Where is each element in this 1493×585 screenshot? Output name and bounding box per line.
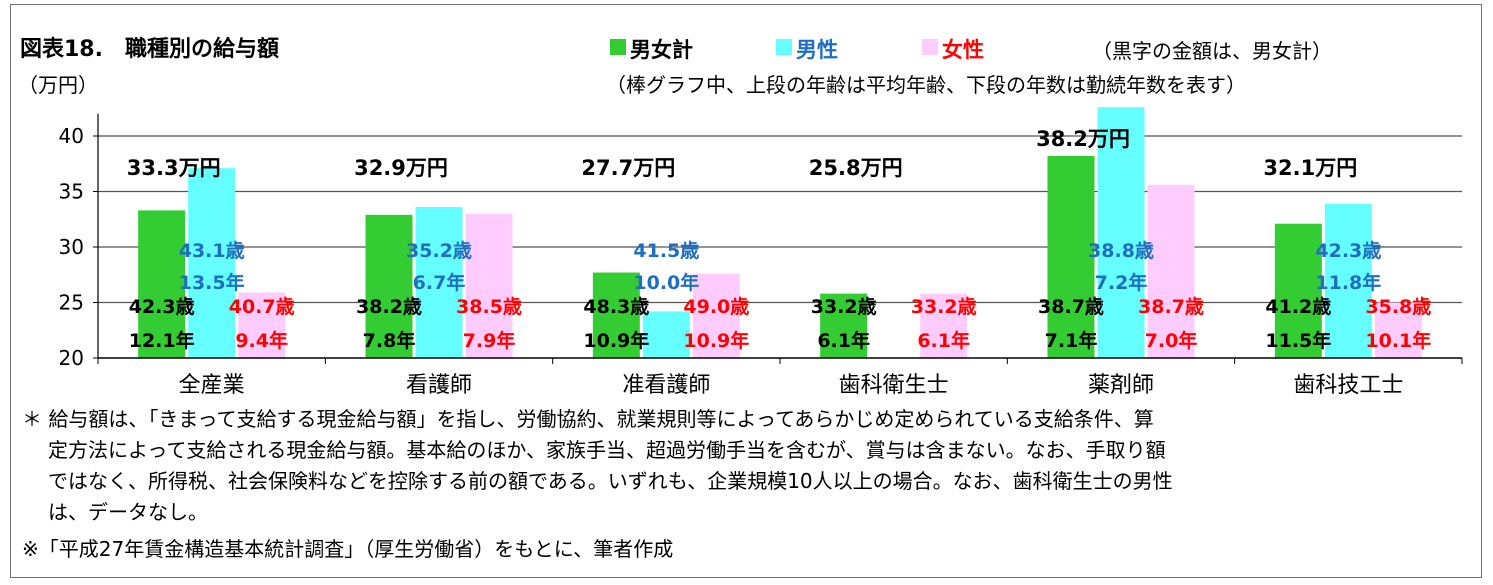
x-tick-label: 歯科衛生士 (839, 373, 949, 398)
total-value-label: 27.7万円 (581, 156, 675, 180)
legend-label-female: 女性 (942, 38, 984, 62)
tenure-label-female: 6.1年 (917, 329, 970, 352)
bar-male (1324, 203, 1372, 358)
y-tick-label: 30 (59, 235, 84, 259)
total-value-label: 32.9万円 (354, 156, 448, 180)
figure-frame (10, 4, 1482, 578)
age-label-female: 38.7歳 (1138, 296, 1204, 318)
y-axis: 20 25 30 35 40 (59, 113, 99, 370)
age-label-female: 38.5歳 (456, 296, 522, 318)
bar-female (1374, 302, 1422, 358)
x-tick-label: 准看護師 (622, 373, 710, 398)
bar-female (920, 293, 968, 358)
x-axis: 全産業 看護師 准看護師 歯科衛生士 薬剤師 歯科技工士 (97, 357, 1463, 398)
age-label-female: 35.8歳 (1365, 296, 1431, 318)
age-label-total: 41.2歳 (1265, 296, 1331, 318)
x-tick-label: 歯科技工士 (1293, 373, 1403, 398)
tenure-label-total: 12.1年 (129, 329, 195, 352)
legend: 男女計 男性 女性 (610, 38, 984, 62)
age-label-male: 35.2歳 (406, 240, 472, 262)
total-value-label: 33.3万円 (127, 156, 221, 180)
age-label-female: 33.2歳 (911, 296, 977, 318)
footnote-line-2: 定方法によって支給される現金給与額。基本給のほか、家族手当、超過労働手当を含むが… (48, 438, 1166, 462)
footnote-line-1: ＊ 給与額は、「きまって支給する現金給与額」を指し、労働協約、就業規則等によって… (22, 407, 1154, 431)
tenure-label-female: 9.4年 (235, 329, 288, 352)
tenure-label-male: 11.8年 (1315, 271, 1381, 294)
bar-label-note: （棒グラフ中、上段の年齢は平均年齢、下段の年数は勤続年数を表す） (606, 73, 1246, 97)
x-tick-label: 薬剤師 (1088, 373, 1154, 398)
age-label-total: 38.2歳 (356, 296, 422, 318)
y-tick-label: 35 (59, 180, 84, 204)
age-label-total: 48.3歳 (583, 296, 649, 318)
tenure-label-female: 10.9年 (683, 329, 749, 352)
tenure-label-total: 10.9年 (583, 329, 649, 352)
footnote-line-4: は、データなし。 (48, 500, 208, 524)
bar-female (465, 213, 513, 358)
tenure-label-total: 11.5年 (1265, 329, 1331, 352)
bar-total (138, 210, 186, 358)
source-note: ※「平成27年賃金構造基本統計調査」（厚生労働省）をもとに、筆者作成 (22, 537, 673, 561)
tenure-label-male: 6.7年 (413, 271, 466, 294)
tenure-label-male: 13.5年 (179, 271, 245, 294)
footnotes: ＊ 給与額は、「きまって支給する現金給与額」を指し、労働協約、就業規則等によって… (22, 407, 1173, 561)
tenure-label-female: 7.0年 (1145, 329, 1198, 352)
tenure-label-male: 7.2年 (1095, 271, 1148, 294)
bar-male (188, 168, 236, 358)
bar-total (1047, 155, 1095, 358)
legend-swatch-female (922, 39, 938, 55)
tenure-label-female: 10.1年 (1365, 329, 1431, 352)
age-label-female: 40.7歳 (229, 296, 295, 318)
age-label-male: 43.1歳 (179, 240, 245, 262)
bar-total (365, 214, 413, 358)
age-label-female: 49.0歳 (683, 296, 749, 318)
legend-swatch-male (776, 39, 792, 55)
y-tick-label: 25 (59, 291, 84, 315)
bar-total (592, 272, 640, 358)
bars (138, 107, 1422, 358)
y-tick-label: 20 (59, 346, 84, 370)
bar-female (1147, 184, 1195, 358)
age-label-total: 33.2歳 (811, 296, 877, 318)
footnote-line-3: ではなく、所得税、社会保険料などを控除する前の額である。いずれも、企業規模10人… (48, 469, 1173, 493)
bar-female (692, 273, 740, 358)
tenure-label-total: 7.8年 (363, 329, 416, 352)
y-tick-label: 40 (59, 124, 84, 148)
total-value-label: 38.2万円 (1036, 127, 1130, 151)
age-label-male: 41.5歳 (633, 240, 699, 262)
legend-label-total: 男女計 (630, 38, 693, 62)
bar-male (642, 311, 690, 358)
legend-swatch-total (610, 39, 626, 55)
gridlines (98, 135, 1462, 304)
legend-note: （黒字の金額は、男女計） (1092, 39, 1332, 63)
bar-male (1097, 107, 1145, 358)
legend-label-male: 男性 (796, 38, 838, 62)
age-label-total: 42.3歳 (129, 296, 195, 318)
age-label-male: 42.3歳 (1315, 240, 1381, 262)
tenure-label-male: 10.0年 (633, 271, 699, 294)
total-value-label: 25.8万円 (809, 156, 903, 180)
bar-female (238, 292, 286, 358)
x-tick-label: 全産業 (179, 373, 245, 398)
x-tick-label: 看護師 (406, 373, 472, 398)
tenure-label-total: 7.1年 (1045, 329, 1098, 352)
age-label-male: 38.8歳 (1088, 240, 1154, 262)
tenure-label-total: 6.1年 (817, 329, 870, 352)
total-value-label: 32.1万円 (1263, 156, 1357, 180)
chart-title: 図表18. 職種別の給与額 (20, 36, 279, 62)
bar-total (1274, 223, 1322, 358)
bar-total (820, 293, 868, 358)
y-axis-unit: （万円） (18, 73, 98, 97)
tenure-label-female: 7.9年 (463, 329, 516, 352)
bar-male (415, 207, 463, 358)
age-label-total: 38.7歳 (1038, 296, 1104, 318)
